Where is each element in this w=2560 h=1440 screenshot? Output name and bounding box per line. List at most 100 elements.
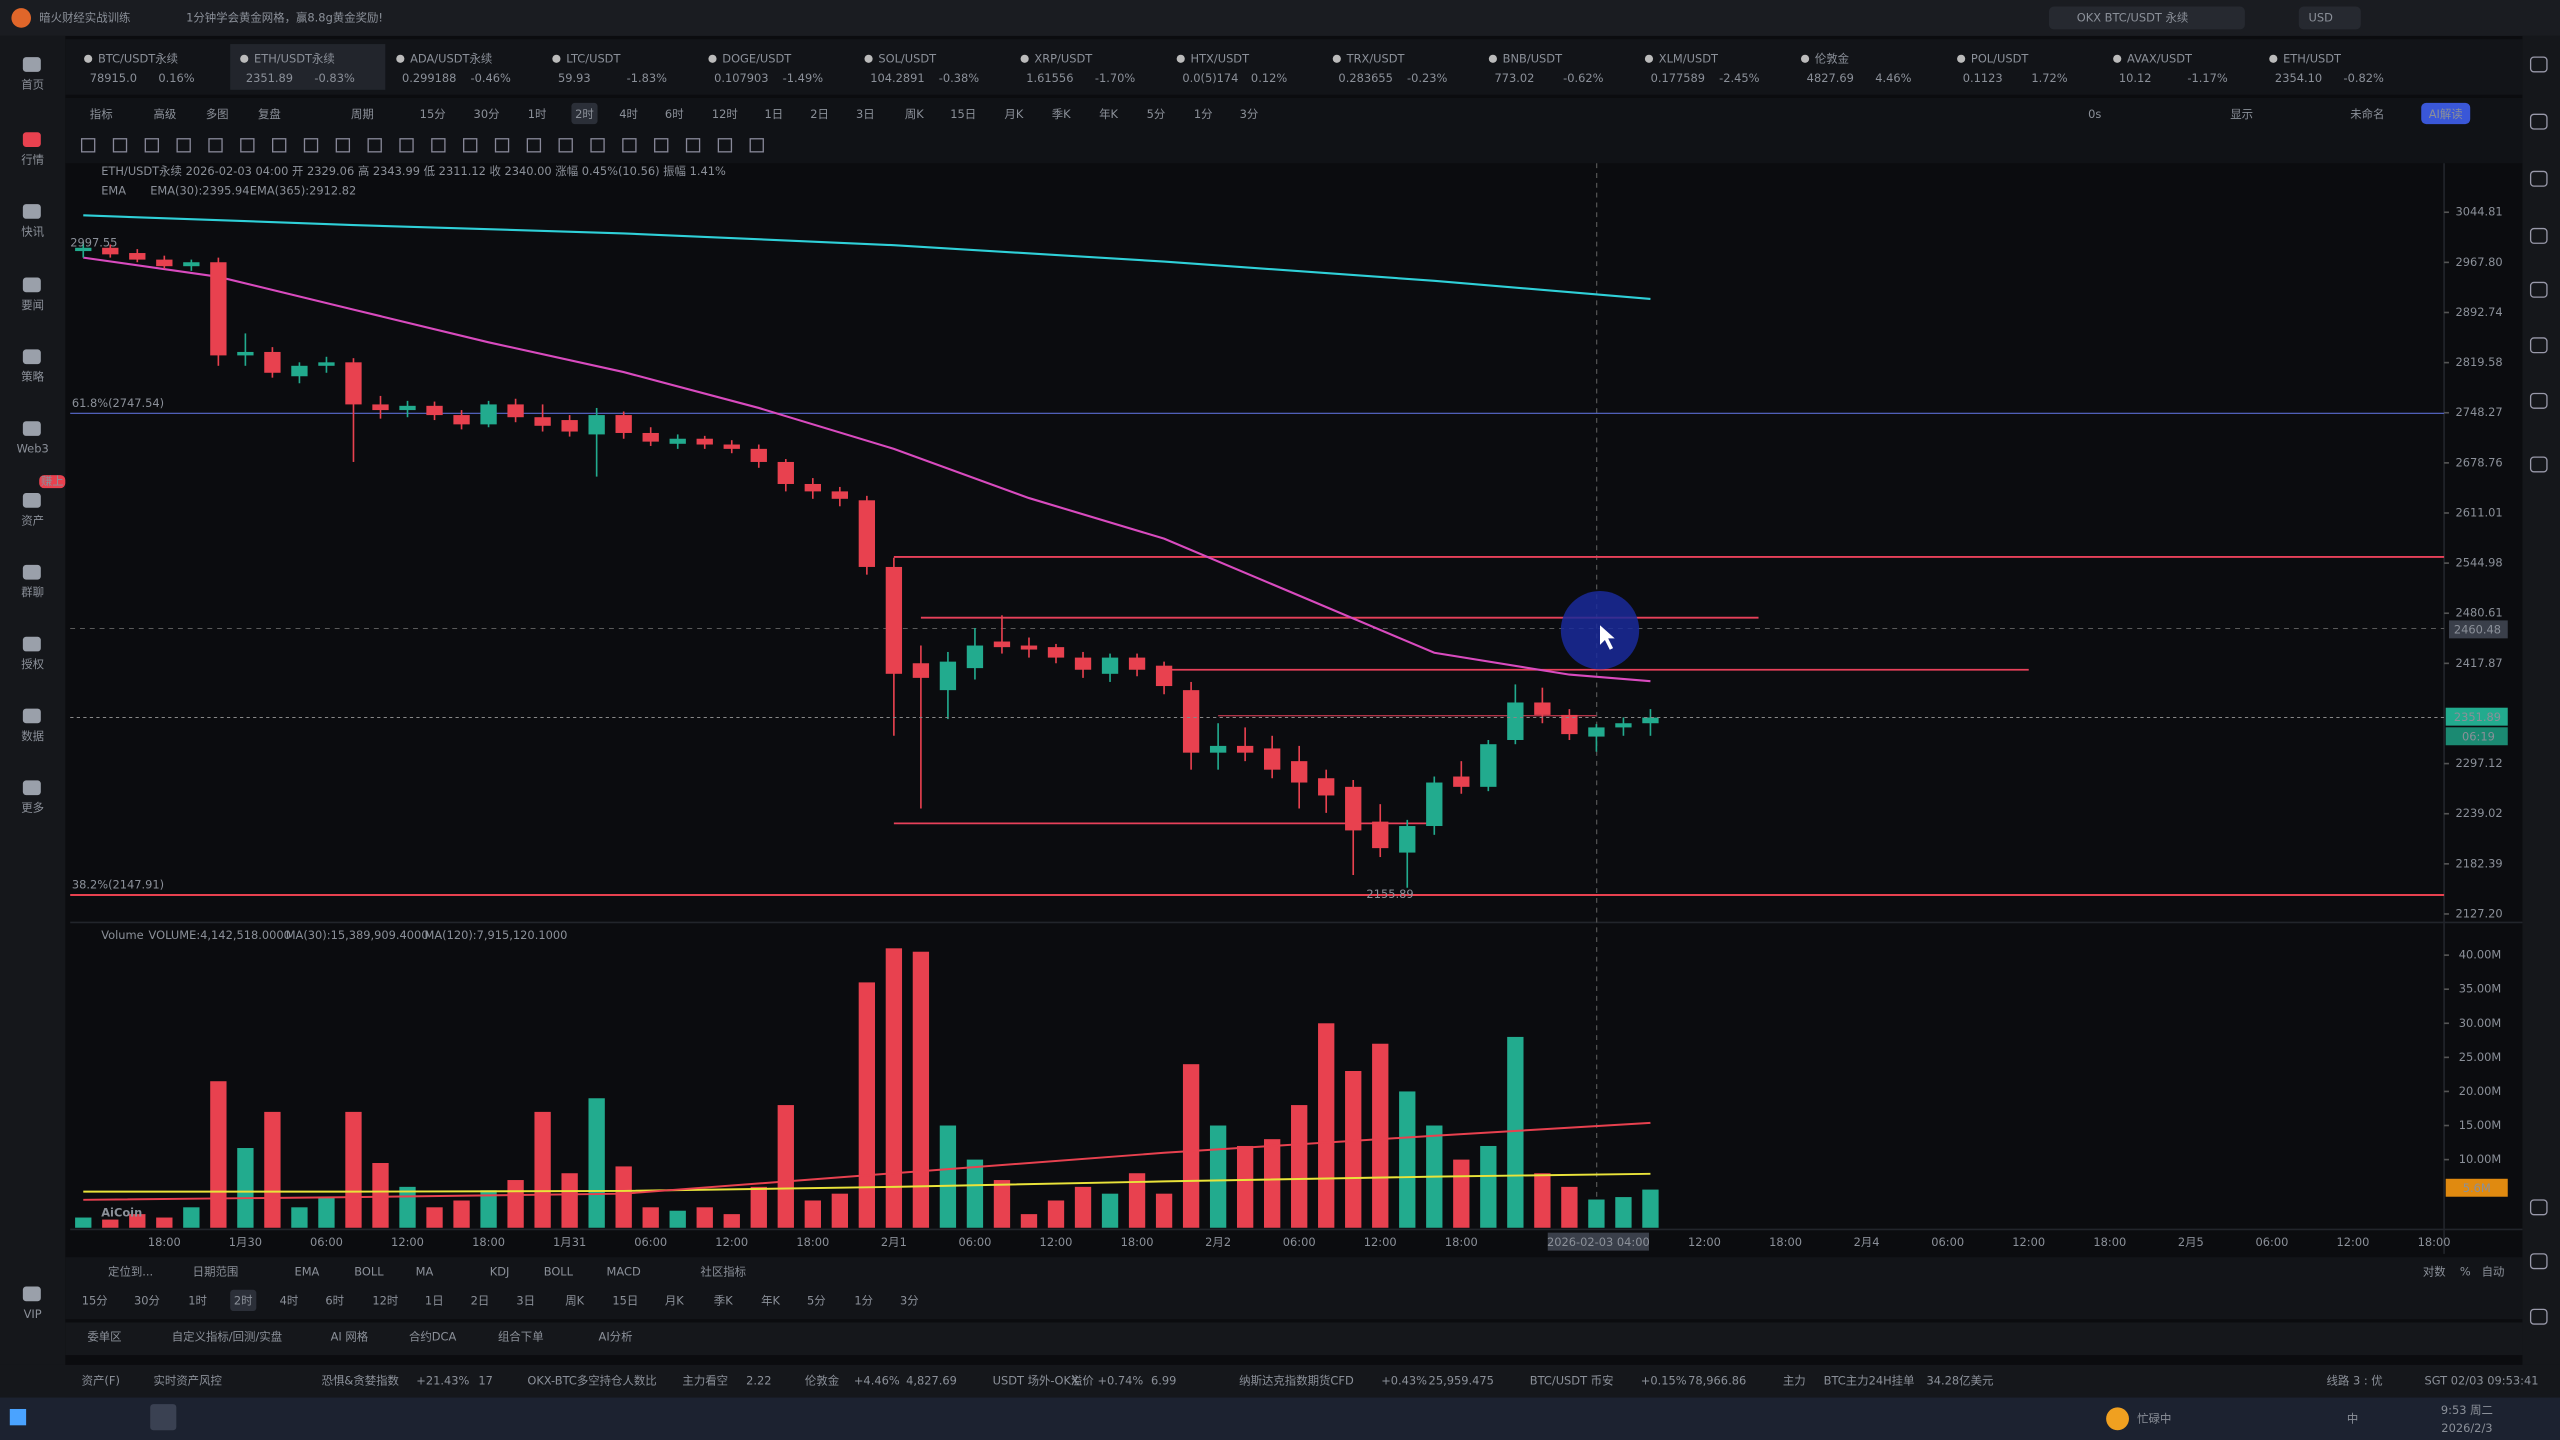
ticker-name[interactable]: ETH/USDT [2283, 51, 2341, 65]
drawing-tool[interactable] [80, 138, 96, 153]
toolbar-item[interactable]: 1分 [1194, 107, 1213, 121]
nav-icon[interactable] [22, 349, 41, 365]
period[interactable]: 3分 [900, 1294, 919, 1308]
period[interactable]: 季K [714, 1294, 733, 1308]
axis-mode[interactable]: 自动 [2482, 1264, 2505, 1278]
period[interactable]: 1时 [188, 1294, 207, 1308]
nav-icon[interactable] [22, 1286, 41, 1302]
drawing-tool[interactable] [303, 138, 319, 153]
nav-item[interactable]: 数据 [21, 729, 44, 743]
indicator-tab[interactable]: MACD [607, 1264, 641, 1278]
ticker-name[interactable]: BTC/USDT永续 [98, 51, 178, 65]
period[interactable]: 1分 [854, 1294, 873, 1308]
ticker-name[interactable]: LTC/USDT [566, 51, 620, 65]
panel-tab[interactable]: 合约DCA [409, 1330, 457, 1344]
nav-item[interactable]: 授权 [21, 657, 44, 671]
drawing-tool[interactable] [240, 138, 255, 153]
ticker-name[interactable]: XRP/USDT [1034, 51, 1092, 65]
toolbar-right[interactable]: AI解读 [2429, 107, 2463, 121]
toolbar-item[interactable]: 2日 [810, 107, 829, 121]
drawing-tool[interactable] [112, 138, 128, 153]
nav-item[interactable]: 首页 [21, 77, 44, 91]
toolbar-item[interactable]: 6时 [665, 107, 684, 121]
panel-tab[interactable]: 自定义指标/回测/实盘 [172, 1330, 282, 1344]
side-tool[interactable] [2529, 456, 2548, 473]
nav-item[interactable]: 更多 [21, 801, 44, 815]
ticker-name[interactable]: POL/USDT [1971, 51, 2028, 65]
indicator-tab[interactable]: MA [416, 1264, 434, 1278]
side-tool[interactable] [2529, 170, 2548, 187]
ticker-name[interactable]: AVAX/USDT [2127, 51, 2192, 65]
nav-icon[interactable] [22, 708, 41, 724]
side-tool[interactable] [2529, 1253, 2548, 1270]
ticker-name[interactable]: TRX/USDT [1346, 51, 1405, 65]
period[interactable]: 年K [761, 1294, 780, 1308]
side-tool[interactable] [2529, 227, 2548, 244]
search-text[interactable]: OKX BTC/USDT 永续 [2077, 10, 2189, 24]
nav-icon[interactable] [22, 277, 41, 293]
panel-tab[interactable]: 组合下单 [498, 1330, 544, 1344]
period[interactable]: 6时 [325, 1294, 344, 1308]
toolbar-item[interactable]: 高级 [153, 107, 176, 121]
period[interactable]: 2时 [234, 1294, 253, 1308]
currency-select[interactable] [2298, 6, 2361, 30]
drawing-tool[interactable] [399, 138, 414, 153]
ticker-name[interactable]: BNB/USDT [1503, 51, 1562, 65]
drawing-tool[interactable] [717, 138, 733, 153]
ticker-name[interactable]: 伦敦金 [1815, 51, 1850, 65]
side-tool[interactable] [2529, 56, 2548, 73]
toolbar-item[interactable]: 复盘 [258, 107, 281, 121]
nav-item[interactable]: 快讯 [21, 224, 44, 238]
toolbar-item[interactable]: 1时 [528, 107, 547, 121]
drawing-tool[interactable] [208, 138, 223, 153]
nav-item[interactable]: 要闻 [21, 298, 44, 312]
period[interactable]: 1日 [425, 1294, 444, 1308]
nav-icon[interactable] [22, 564, 41, 580]
period[interactable]: 2日 [471, 1294, 490, 1308]
panel-tab[interactable]: AI分析 [599, 1330, 633, 1344]
ticker-name[interactable]: ETH/USDT永续 [254, 51, 335, 65]
drawing-tool[interactable] [622, 138, 637, 153]
side-tool[interactable] [2529, 337, 2548, 354]
toolbar-item[interactable]: 季K [1052, 107, 1071, 121]
drawing-tool[interactable] [272, 138, 287, 153]
search-box[interactable] [2048, 6, 2245, 30]
drawing-tool[interactable] [144, 138, 160, 153]
nav-item[interactable]: 行情 [21, 152, 44, 166]
drawing-tool[interactable] [654, 138, 669, 153]
side-tool[interactable] [2529, 113, 2548, 130]
toolbar-item[interactable]: 3日 [856, 107, 875, 121]
ticker-name[interactable]: XLM/USDT [1659, 51, 1718, 65]
drawing-tool[interactable] [590, 138, 605, 153]
ticker-name[interactable]: DOGE/USDT [722, 51, 791, 65]
toolbar-item[interactable]: 5分 [1147, 107, 1166, 121]
indicator-tab[interactable]: BOLL [354, 1264, 384, 1278]
period[interactable]: 30分 [134, 1294, 160, 1308]
drawing-tool[interactable] [685, 138, 701, 153]
ticker-name[interactable]: HTX/USDT [1191, 51, 1250, 65]
toolbar-item[interactable]: 4时 [619, 107, 638, 121]
indicator-tab[interactable]: EMA [295, 1264, 320, 1278]
side-tool[interactable] [2529, 281, 2548, 298]
start-button[interactable] [9, 1408, 27, 1426]
nav-item[interactable]: 群聊 [21, 585, 44, 599]
toolbar-item[interactable]: 年K [1099, 107, 1118, 121]
period[interactable]: 5分 [807, 1294, 826, 1308]
drawing-tool[interactable] [749, 138, 764, 153]
nav-icon[interactable] [22, 57, 41, 72]
indicator-tab[interactable]: 定位到... [108, 1264, 153, 1278]
drawing-tool[interactable] [526, 138, 542, 153]
toolbar-item[interactable]: 15日 [950, 107, 976, 121]
side-tool[interactable] [2529, 1308, 2548, 1325]
drawing-tool[interactable] [367, 138, 382, 153]
nav-icon[interactable] [22, 421, 41, 436]
nav-icon[interactable] [22, 493, 41, 508]
toolbar-right[interactable]: 未命名 [2350, 107, 2384, 121]
period[interactable]: 12时 [372, 1294, 398, 1308]
ai-button[interactable] [2421, 102, 2471, 125]
side-tool[interactable] [2529, 392, 2548, 409]
nav-item[interactable]: 资产 [21, 513, 44, 527]
toolbar-item[interactable]: 多图 [206, 107, 229, 121]
nav-icon[interactable] [22, 132, 41, 147]
toolbar-item[interactable]: 周期 [351, 107, 374, 121]
